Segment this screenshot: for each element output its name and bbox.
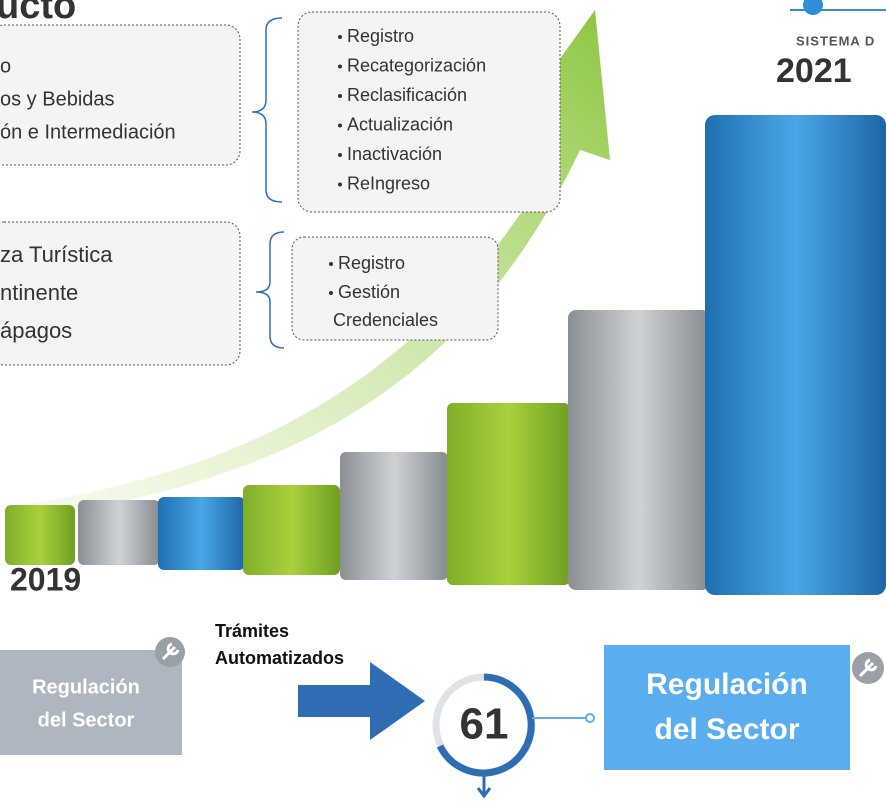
bar-decor [5,505,75,565]
bullet [338,153,342,157]
box-line: ápagos [0,318,72,343]
bar-decor [568,310,710,590]
automated-label: Trámites Automatizados [215,621,344,668]
bullet [329,262,333,266]
bullet [338,123,342,128]
bar-decor [705,115,886,595]
box [0,24,241,166]
year-end: 2021 [776,52,852,90]
list-item: ReIngreso [347,173,430,193]
bullet [338,35,342,39]
bullet [338,64,342,69]
brand: SISTEMA D [796,33,875,48]
decor-dot [803,0,823,15]
box [0,221,241,366]
brace [255,231,285,349]
list-item: Reclasificación [347,85,467,105]
list-item: Gestión Credenciales [333,282,438,330]
wrench [161,642,180,661]
title: ucto [0,0,76,27]
box-line: za Turística [0,242,113,267]
gauge-arc [436,673,535,777]
year-start: 2019 [10,561,81,597]
box-line: o [0,55,11,77]
card [604,645,850,770]
card [0,650,182,755]
bar-decor [78,500,160,565]
box-line: ón e Intermediación [0,121,176,143]
gauge-pointer [476,773,492,799]
card-text: del Sector [38,709,135,731]
list-item: Registro [347,26,414,46]
card-text: del Sector [654,713,799,746]
box-line: os y Bebidas [0,88,115,110]
box [297,11,561,213]
box-line: ntinente [0,280,78,305]
list-item: Inactivación [347,144,442,164]
wrench [858,658,878,678]
bar-decor [243,485,340,575]
bullet [329,291,333,295]
box [291,236,499,341]
card-text: Regulación [32,676,140,698]
count: 61 [460,700,509,749]
bar-decor [158,497,245,570]
bullet [338,182,342,187]
flow-arrow [298,662,425,740]
bars [5,115,886,595]
list-item: Recategorización [347,55,486,75]
card-text: Regulación [646,668,808,701]
bar-decor [340,452,448,580]
list-item: Actualización [347,114,453,134]
bar-decor [447,403,570,585]
bullet [338,94,342,98]
list-item: Registro [338,253,405,273]
brace [251,17,283,203]
connector-dot [585,713,595,723]
